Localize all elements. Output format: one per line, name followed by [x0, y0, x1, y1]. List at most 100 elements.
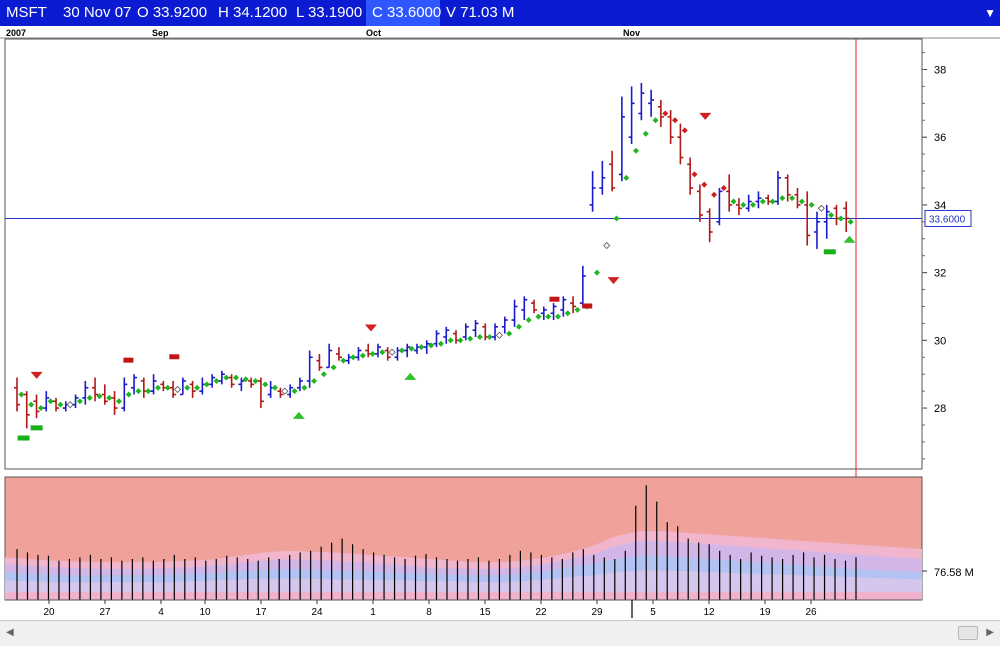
date-tick-label: 17 — [255, 607, 267, 618]
indicator-dot — [233, 374, 240, 381]
date-tick-label: 5 — [650, 607, 656, 618]
indicator-dot — [711, 191, 718, 198]
indicator-dot — [525, 317, 532, 324]
indicator-dot — [184, 384, 191, 391]
date-tick-label: 12 — [703, 607, 715, 618]
support-marker — [823, 249, 836, 255]
indicator-dot — [495, 331, 503, 339]
indicator-dot — [47, 398, 54, 405]
indicator-dot — [398, 347, 405, 354]
indicator-dot — [418, 344, 425, 351]
volume-label: V 71.03 M — [446, 4, 515, 21]
indicator-dot — [340, 357, 347, 364]
indicator-dot — [545, 313, 552, 320]
price-tick-label: 30 — [934, 335, 946, 347]
indicator-dot — [486, 333, 493, 340]
stock-chart[interactable]: 2007 Sep Oct Nov 28 30 32 34 36 38 33.6000 76.58 M 2… — [0, 26, 1000, 620]
indicator-dot — [847, 218, 854, 225]
indicator-dot — [213, 377, 220, 384]
buy-signal-marker — [292, 411, 305, 419]
indicator-dot — [359, 352, 366, 359]
sell-signal-marker — [364, 324, 377, 332]
indicator-dot — [817, 204, 825, 212]
price-tick-label: 28 — [934, 403, 946, 415]
dropdown-arrow-icon[interactable]: ▼ — [984, 6, 996, 20]
price-tick-label: 36 — [934, 132, 946, 144]
scroll-thumb[interactable] — [958, 626, 978, 640]
scroll-left-arrow-icon[interactable]: ◀ — [6, 627, 14, 638]
date-tick-label: 27 — [99, 607, 111, 618]
indicator-dot — [740, 201, 747, 208]
date-tick-label: 15 — [479, 607, 491, 618]
date-tick-label: 20 — [43, 607, 55, 618]
price-panel — [4, 38, 923, 470]
indicator-dot — [135, 388, 142, 395]
indicator-dot — [633, 147, 640, 154]
indicator-dot — [272, 384, 279, 391]
buy-signal-marker — [843, 235, 856, 243]
indicator-dot — [18, 391, 25, 398]
top-date-label: 2007 — [6, 28, 26, 38]
indicator-dot — [437, 340, 444, 347]
indicator-dot — [311, 377, 318, 384]
indicator-dot — [369, 350, 376, 357]
horizontal-scrollbar[interactable]: ◀ ▶ — [0, 620, 1000, 646]
indicator-dot — [350, 354, 357, 361]
price-tick-label: 32 — [934, 268, 946, 280]
date-tick-label: 10 — [199, 607, 211, 618]
high-label: H 34.1200 — [218, 4, 288, 21]
indicator-dot — [457, 337, 464, 344]
indicator-dot — [281, 387, 289, 395]
chart-title-bar: MSFT 30 Nov 07 O 33.9200 H 34.1200 L 33.… — [0, 0, 1000, 26]
indicator-dot — [330, 364, 337, 371]
indicator-dot — [76, 398, 83, 405]
indicator-dot — [252, 377, 259, 384]
indicator-dot — [506, 330, 513, 337]
support-marker — [30, 425, 43, 431]
indicator-dot — [86, 394, 93, 401]
indicator-dot — [408, 345, 415, 352]
indicator-dot — [467, 335, 474, 342]
indicator-dot — [301, 384, 308, 391]
scroll-right-arrow-icon[interactable]: ▶ — [986, 627, 994, 638]
indicator-dot — [691, 171, 698, 178]
indicator-dot — [193, 384, 200, 391]
indicator-dot — [154, 384, 161, 391]
date-label: 30 Nov 07 — [63, 4, 132, 21]
indicator-dot — [428, 342, 435, 349]
indicator-dot — [515, 323, 522, 330]
indicator-dot — [476, 333, 483, 340]
indicator-dot — [730, 198, 737, 205]
indicator-dot — [681, 127, 688, 134]
support-marker — [17, 435, 30, 441]
indicator-dot — [96, 393, 103, 400]
indicator-dot — [701, 181, 708, 188]
date-tick-label: 24 — [311, 607, 323, 618]
indicator-dot — [447, 337, 454, 344]
indicator-dot — [320, 371, 327, 378]
last-price-box — [924, 209, 972, 227]
indicator-dot — [242, 376, 249, 383]
price-tick-label: 34 — [934, 200, 946, 212]
indicator-dot — [779, 195, 786, 202]
indicator-dot — [106, 394, 113, 401]
top-date-label: Nov — [623, 28, 640, 38]
date-tick-label: 19 — [759, 607, 771, 618]
date-tick-label: 1 — [370, 607, 376, 618]
indicator-dot — [662, 110, 669, 117]
indicator-dot — [115, 398, 122, 405]
indicator-dot — [613, 215, 620, 222]
indicator-dot — [37, 405, 44, 412]
indicator-dot — [145, 388, 152, 395]
date-tick-label: 26 — [805, 607, 817, 618]
date-tick-label: 8 — [426, 607, 432, 618]
last-price-label: 33.6000 — [929, 214, 966, 225]
indicator-dot — [837, 215, 844, 222]
indicator-dot — [57, 401, 64, 408]
resistance-marker — [582, 303, 593, 309]
indicator-dot — [759, 198, 766, 205]
price-tick-label: 38 — [934, 64, 946, 76]
indicator-dot — [652, 117, 659, 124]
indicator-dot — [223, 374, 230, 381]
indicator-dot — [535, 313, 542, 320]
